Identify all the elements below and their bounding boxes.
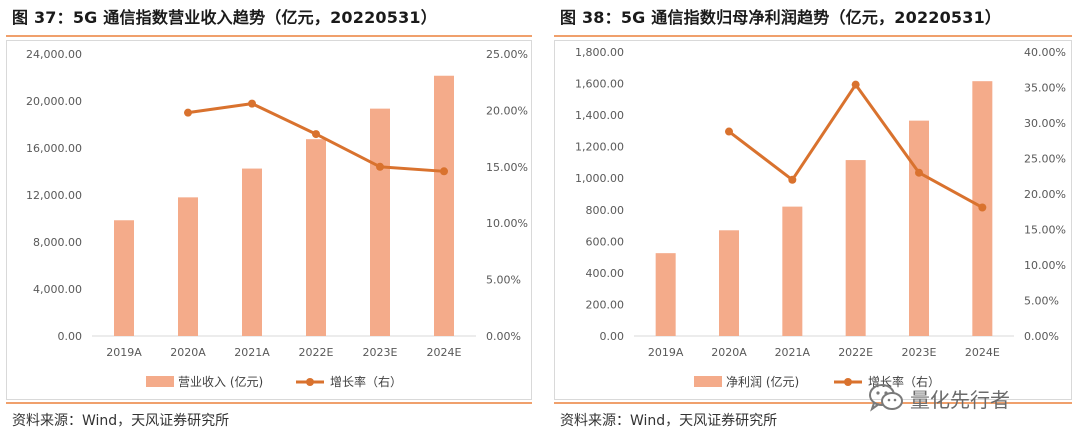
left-source-note: 资料来源：Wind，天风证券研究所 — [12, 413, 230, 429]
right-left-tick-label: 800.00 — [586, 204, 625, 217]
right-bar — [719, 230, 739, 336]
left-right-tick-label: 15.00% — [486, 161, 528, 174]
right-legend-line-marker — [844, 378, 852, 386]
left-bar — [114, 220, 134, 336]
right-growth-point — [788, 175, 797, 184]
left-category-label: 2019A — [106, 346, 142, 359]
right-source-rule — [554, 402, 1072, 404]
watermark-text: 量化先行者 — [910, 387, 1010, 412]
left-figure-title: 图 37：5G 通信指数营业收入趋势（亿元，20220531） — [12, 8, 437, 27]
left-growth-point — [184, 108, 192, 117]
right-left-tick-label: 1,000.00 — [575, 172, 624, 185]
right-right-tick-label: 0.00% — [1024, 330, 1059, 343]
left-growth-point — [312, 130, 320, 139]
left-title-rule — [6, 35, 532, 37]
left-category-label: 2020A — [170, 346, 206, 359]
left-right-tick-label: 5.00% — [486, 274, 521, 287]
right-right-tick-label: 15.00% — [1024, 224, 1066, 237]
left-bar — [306, 139, 326, 336]
right-category-label: 2024E — [965, 346, 1000, 359]
left-figure-panel: 图 37：5G 通信指数营业收入趋势（亿元，20220531） 0.00 4,00… — [6, 8, 532, 429]
right-source-note: 资料来源：Wind，天风证券研究所 — [560, 413, 778, 429]
left-left-tick-label: 0.00 — [58, 330, 83, 343]
left-growth-point — [248, 99, 256, 108]
left-left-tick-label: 24,000.00 — [26, 48, 82, 61]
left-left-tick-label: 8,000.00 — [33, 236, 82, 249]
right-left-tick-label: 1,200.00 — [575, 141, 624, 154]
right-bar — [845, 160, 866, 336]
right-legend-bar-swatch — [694, 376, 722, 387]
right-bar — [909, 120, 929, 336]
right-category-label: 2020A — [711, 346, 747, 359]
left-right-tick-label: 0.00% — [486, 330, 521, 343]
left-right-tick-label: 25.00% — [486, 48, 528, 61]
right-figure-panel: 图 38：5G 通信指数归母净利润趋势（亿元，20220531） 0.00 200… — [548, 0, 1080, 445]
left-source-rule — [6, 402, 532, 404]
left-category-label: 2021A — [234, 346, 270, 359]
right-right-tick-label: 5.00% — [1024, 295, 1059, 308]
left-growth-point — [440, 167, 448, 176]
left-left-tick-label: 20,000.00 — [26, 95, 82, 108]
right-right-tick-label: 30.00% — [1024, 117, 1066, 130]
left-left-tick-label: 4,000.00 — [33, 283, 82, 296]
right-right-tick-label: 25.00% — [1024, 153, 1066, 166]
right-bar — [655, 253, 676, 336]
left-bar — [434, 75, 454, 337]
left-right-tick-label: 20.00% — [486, 104, 528, 117]
right-growth-point — [851, 80, 860, 89]
right-title-rule — [554, 35, 1072, 37]
right-legend-bar-label: 净利润 (亿元) — [726, 374, 799, 389]
left-bar — [370, 108, 390, 336]
left-category-label: 2022E — [299, 346, 334, 359]
right-left-tick-label: 1,600.00 — [575, 78, 624, 91]
left-legend-line-label: 增长率（右） — [330, 374, 402, 389]
right-right-tick-label: 35.00% — [1024, 82, 1066, 95]
right-right-tick-label: 40.00% — [1024, 46, 1066, 59]
right-category-label: 2023E — [902, 346, 937, 359]
right-bar — [782, 206, 803, 336]
right-category-label: 2019A — [648, 346, 684, 359]
left-growth-point — [376, 162, 384, 171]
left-legend-bar-label: 营业收入 (亿元) — [178, 374, 263, 389]
left-legend-bar-swatch — [146, 376, 174, 387]
right-right-tick-label: 20.00% — [1024, 188, 1066, 201]
right-growth-point — [725, 127, 733, 136]
left-bar — [242, 168, 262, 336]
right-left-tick-label: 600.00 — [586, 235, 625, 248]
left-category-label: 2024E — [427, 346, 462, 359]
right-left-tick-label: 400.00 — [586, 267, 625, 280]
right-figure-title: 图 38：5G 通信指数归母净利润趋势（亿元，20220531） — [560, 8, 1002, 27]
right-category-label: 2021A — [775, 346, 811, 359]
left-legend-line-marker — [306, 378, 314, 386]
right-left-tick-label: 1,800.00 — [575, 46, 624, 59]
right-profit-chart: 0.00 200.00 400.00 600.00 800.00 1,000.00 1,20… — [575, 46, 1066, 389]
left-left-tick-label: 16,000.00 — [26, 142, 82, 155]
left-bar — [178, 197, 198, 336]
right-left-tick-label: 1,400.00 — [575, 109, 624, 122]
wechat-icon — [869, 384, 903, 412]
right-left-tick-label: 0.00 — [600, 330, 625, 343]
left-category-label: 2023E — [363, 346, 398, 359]
right-growth-point — [915, 168, 923, 177]
right-right-tick-label: 10.00% — [1024, 259, 1066, 272]
left-revenue-chart: 0.00 4,000.00 8,000.00 12,000.00 16,000.00 20… — [26, 48, 528, 389]
left-right-tick-label: 10.00% — [486, 217, 528, 230]
watermark: 量化先行者 — [868, 380, 1010, 416]
right-category-label: 2022E — [838, 346, 873, 359]
left-left-tick-label: 12,000.00 — [26, 189, 82, 202]
right-left-tick-label: 200.00 — [586, 298, 625, 311]
right-growth-point — [978, 203, 987, 212]
